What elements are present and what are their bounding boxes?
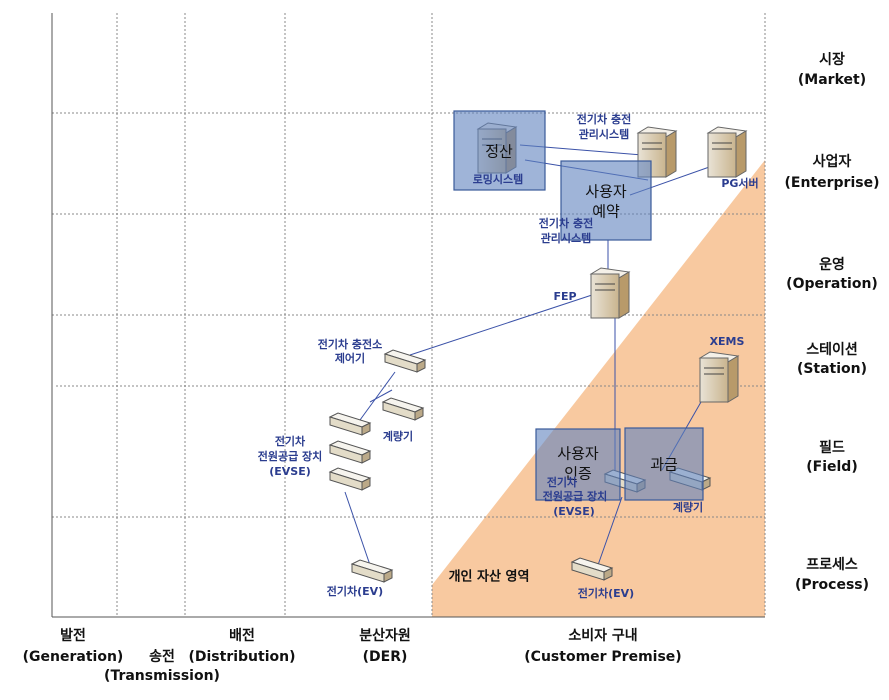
node-label: 제어기 xyxy=(335,351,365,365)
node-label: (EVSE) xyxy=(553,505,595,518)
zone: (Enterprise) xyxy=(785,175,880,191)
node-label: 전기차 충전 xyxy=(577,112,631,126)
zone: (Market) xyxy=(798,72,866,88)
node-label: 관리시스템 xyxy=(541,231,592,245)
domain: 소비자 구내 xyxy=(568,628,637,644)
zone: (Operation) xyxy=(786,276,878,292)
domain-labels: 발전 (Generation) 송전 (Transmission) 배전 (Distr… xyxy=(23,627,682,684)
domain: (Distribution) xyxy=(188,649,295,665)
zone: 필드 xyxy=(819,439,845,456)
node-label: XEMS xyxy=(710,335,745,348)
box-label: 정산 xyxy=(485,143,513,161)
zone: 사업자 xyxy=(813,154,852,170)
zone-labels: 시장 (Market) 사업자 (Enterprise) 운영 (Operation)… xyxy=(785,51,880,593)
domain: 발전 xyxy=(60,627,86,644)
node-label: (EVSE) xyxy=(269,465,311,478)
zone: 스테이션 xyxy=(806,341,858,358)
domain: (DER) xyxy=(363,649,408,665)
node-label: 전원공급 장치 xyxy=(543,489,608,503)
domain: (Customer Premise) xyxy=(524,649,681,665)
box-sublabel: 로밍시스템 xyxy=(473,172,524,186)
box-auth xyxy=(535,428,621,501)
node-label: 계량기 xyxy=(383,429,413,443)
zone: 프로세스 xyxy=(806,557,858,573)
zone: 운영 xyxy=(819,256,845,273)
node-label: PG서버 xyxy=(721,176,758,190)
zone: (Process) xyxy=(795,577,869,593)
private-area xyxy=(432,160,765,617)
box-label: 사용자 xyxy=(585,183,627,201)
node-label: 전기차 xyxy=(275,434,306,448)
area-label: 개인 자산 영역 xyxy=(449,569,530,585)
zone: (Station) xyxy=(797,361,867,377)
box-label: 인증 xyxy=(564,465,592,483)
box-label: 과금 xyxy=(650,456,678,474)
node-label: 전기차(EV) xyxy=(578,586,634,600)
zone: (Field) xyxy=(806,459,857,475)
node-label: 전기차 xyxy=(547,475,578,489)
zone: 시장 xyxy=(819,51,845,68)
box-label: 사용자 xyxy=(557,445,599,463)
node-label: 전기차 충전 xyxy=(539,216,593,230)
node-label: 관리시스템 xyxy=(579,127,630,141)
domain: (Transmission) xyxy=(104,668,220,684)
box-billing xyxy=(624,427,704,501)
domain: 배전 xyxy=(229,627,255,644)
node-label: 계량기 xyxy=(673,500,703,514)
node-label: FEP xyxy=(553,290,576,303)
domain: 송전 xyxy=(149,648,175,665)
box-settlement xyxy=(453,110,546,191)
node-label: 전기차 충전소 xyxy=(318,337,383,351)
grid xyxy=(51,13,766,618)
box-reservation xyxy=(560,160,652,241)
domain: (Generation) xyxy=(23,649,124,665)
box-label: 예약 xyxy=(592,203,620,221)
node-label: 전원공급 장치 xyxy=(258,449,323,463)
domain: 분산자원 xyxy=(359,627,411,644)
node-label: 전기차(EV) xyxy=(327,584,383,598)
